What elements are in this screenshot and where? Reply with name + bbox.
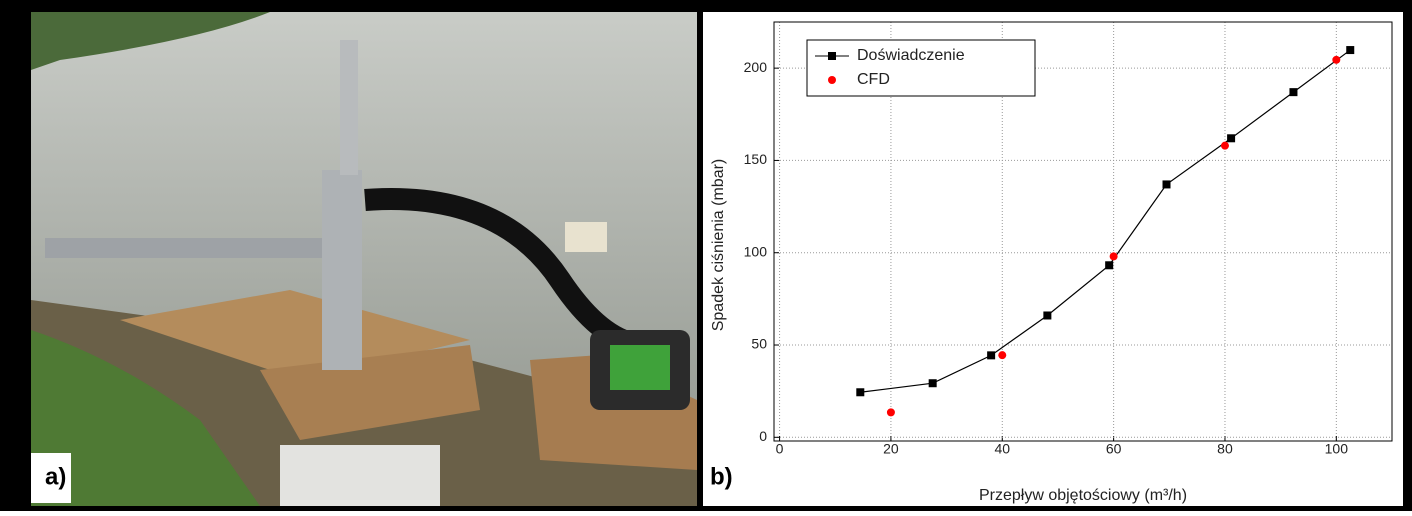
legend-box [806,39,1036,97]
marker [1162,180,1171,189]
panel-label: a) [45,463,66,490]
legend-label: Doświadczenie [857,47,965,64]
x-tick-label: 100 [1325,441,1349,457]
y-tick-label: 150 [744,151,768,167]
marker [1346,46,1355,55]
y-tick-label: 200 [744,59,768,75]
marker [856,388,865,397]
x-tick-label: 60 [1106,441,1122,457]
marker [1227,134,1236,143]
marker [886,408,895,417]
photo [31,12,697,506]
x-tick-label: 0 [776,441,784,457]
x-axis-title: Przepływ objętościowy (m³/h) [979,487,1187,504]
marker [928,379,937,388]
y-tick-label: 0 [759,428,767,444]
marker [998,351,1007,360]
plot-frame [773,21,1393,442]
x-tick-label: 20 [883,441,899,457]
x-tick-label: 40 [994,441,1010,457]
y-tick-label: 100 [744,243,768,259]
legend-label: CFD [857,71,890,88]
marker [987,351,996,360]
panel-label: b) [710,463,733,490]
marker [1220,141,1229,150]
y-axis-title: Spadek ciśnienia (mbar) [710,159,727,332]
y-tick-label: 50 [751,336,767,352]
x-tick-label: 80 [1217,441,1233,457]
marker [1105,261,1114,270]
marker [1289,88,1298,97]
marker [1043,311,1052,320]
marker [1109,252,1118,261]
legend-marker [828,76,836,84]
legend-marker [828,52,836,60]
marker [1332,55,1341,64]
